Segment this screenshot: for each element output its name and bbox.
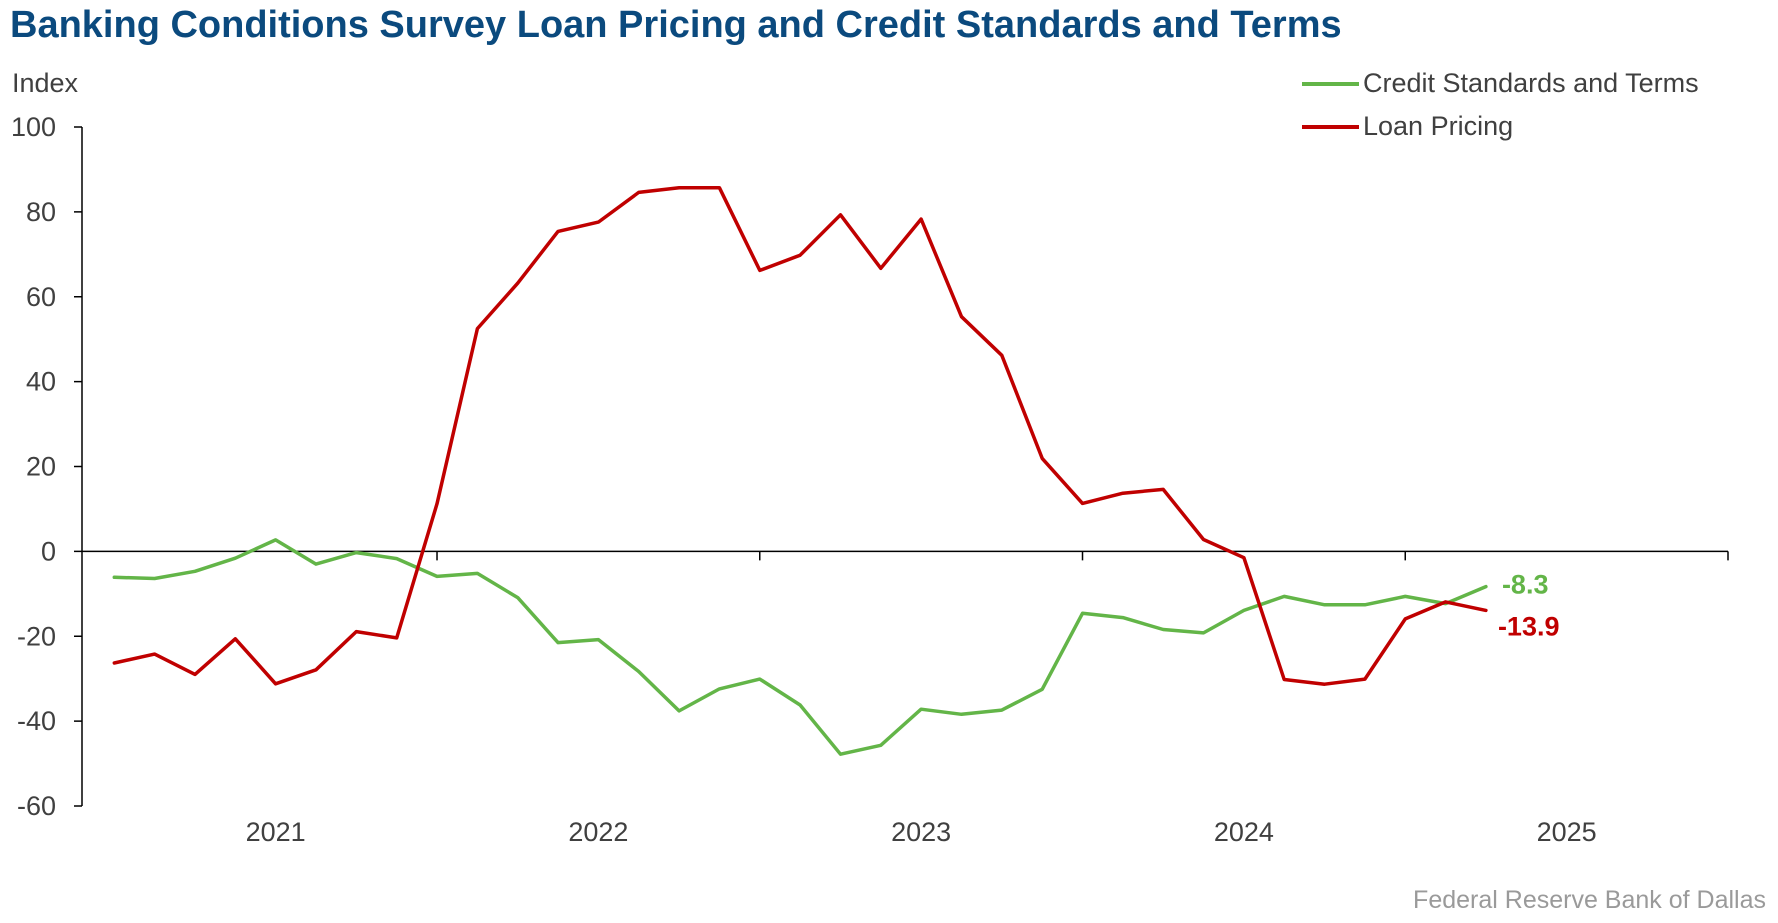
y-tick-label: 100 — [11, 112, 56, 142]
y-tick-label: 80 — [26, 197, 56, 227]
y-axis: Index 100 80 60 40 20 0 -20 -40 -60 — [11, 68, 83, 821]
end-label-loan-pricing: -13.9 — [1498, 611, 1560, 641]
y-tick-label: -20 — [17, 621, 56, 651]
y-axis-label: Index — [12, 68, 79, 98]
end-label-credit-standards-and-terms: -8.3 — [1502, 570, 1549, 600]
series-line-credit-standards-and-terms — [112, 538, 1488, 756]
x-tick-label: 2024 — [1214, 817, 1274, 847]
series-lines — [112, 185, 1488, 756]
legend-label-credit-standards: Credit Standards and Terms — [1363, 68, 1699, 98]
legend-swatch-loan-pricing — [1302, 124, 1359, 129]
legend: Credit Standards and Terms Loan Pricing — [1302, 62, 1699, 148]
legend-item-loan-pricing: Loan Pricing — [1302, 105, 1699, 148]
x-tick-label: 2023 — [891, 817, 951, 847]
y-tick-label: 0 — [41, 536, 56, 566]
x-tick-label: 2025 — [1537, 817, 1597, 847]
chart-title: Banking Conditions Survey Loan Pricing a… — [10, 4, 1342, 46]
legend-label-loan-pricing: Loan Pricing — [1363, 111, 1514, 141]
end-labels: -8.3 -13.9 — [1498, 570, 1560, 642]
y-tick-label: 60 — [26, 282, 56, 312]
x-axis: 2021 2022 2023 2024 2025 — [82, 550, 1729, 847]
x-tick-label: 2021 — [246, 817, 306, 847]
legend-swatch-credit-standards — [1302, 81, 1359, 86]
source-note: Federal Reserve Bank of Dallas — [1413, 886, 1766, 914]
y-tick-label: 20 — [26, 452, 56, 482]
y-tick-label: 40 — [26, 367, 56, 397]
y-tick-label: -40 — [17, 706, 56, 736]
legend-item-credit-standards: Credit Standards and Terms — [1302, 62, 1699, 105]
series-line-loan-pricing — [112, 185, 1488, 686]
y-tick-label: -60 — [17, 791, 56, 821]
x-tick-label: 2022 — [568, 817, 628, 847]
